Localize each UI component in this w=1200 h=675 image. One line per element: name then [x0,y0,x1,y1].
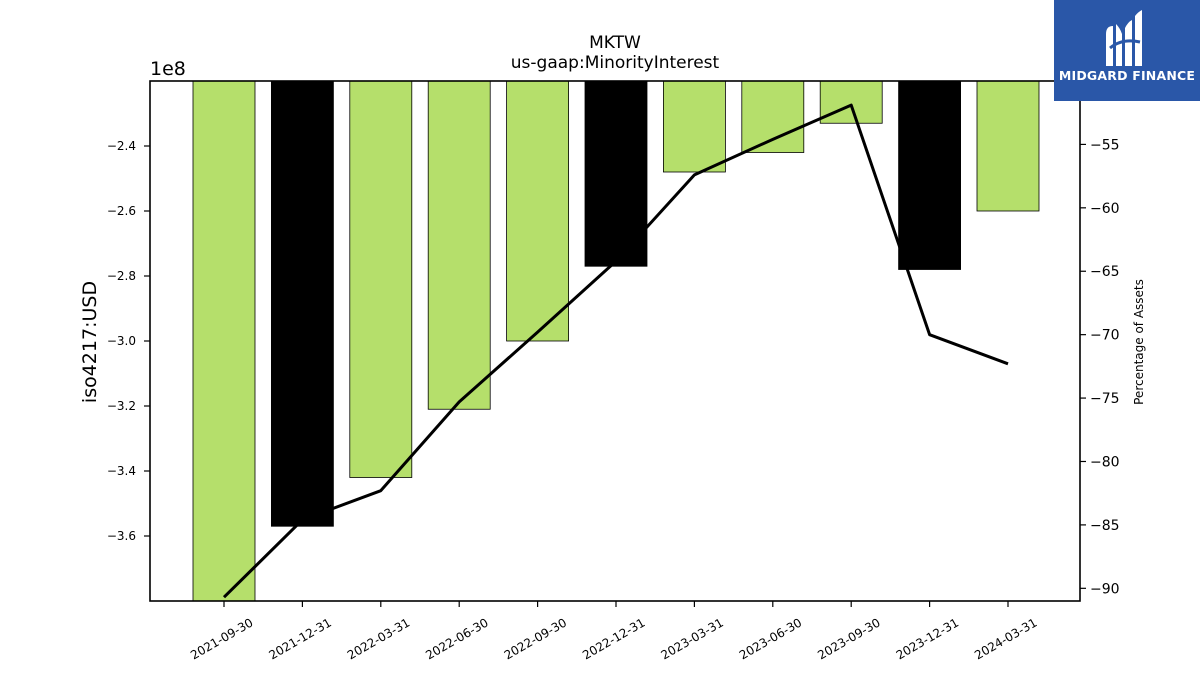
y-right-tick-label: −85 [1090,518,1120,534]
bar [741,80,805,153]
bar [819,80,883,124]
y-tick-label: −2.4 [107,139,136,153]
bar [898,80,961,270]
y-tick-label: −2.8 [107,269,136,283]
x-tick-label: 2022-12-31 [580,615,647,662]
x-tick-label: 2022-03-31 [345,615,412,662]
x-tick-label: 2023-12-31 [894,615,961,662]
brand-logo: MIDGARD FINANCE [1054,0,1200,101]
bar [349,80,413,478]
y-tick-label: −2.6 [107,204,136,218]
x-tick-label: 2023-06-30 [737,615,804,662]
y-right-tick-label: −55 [1090,137,1120,153]
bar [663,80,726,173]
y-right-tick-label: −75 [1090,391,1120,407]
y-right-tick-label: −60 [1090,201,1120,217]
logo-text: MIDGARD FINANCE [1058,68,1196,83]
y-right-tick-label: −65 [1090,264,1120,280]
bar [584,80,648,267]
bar [270,80,334,527]
y-axis-right-label: Percentage of Assets [1132,279,1146,405]
y-axis-label: iso4217:USD [79,281,101,403]
y-tick-label: −3.4 [107,464,136,478]
midgard-logo-icon [1106,10,1142,66]
bar [427,80,491,410]
chart-title: MKTW [589,33,641,53]
y-tick-label: −3.6 [107,529,136,543]
x-tick-label: 2023-09-30 [815,615,882,662]
chart-subtitle: us-gaap:MinorityInterest [511,53,720,73]
series-line [222,103,1009,599]
x-tick-label: 2024-03-31 [972,615,1039,662]
y-right-tick-label: −70 [1090,328,1120,344]
x-tick-label: 2023-03-31 [658,615,725,662]
x-tick-label: 2022-06-30 [423,615,490,662]
x-tick-label: 2021-09-30 [188,615,255,662]
bar [192,80,256,602]
y-tick-label: −3.2 [107,399,136,413]
y-tick-label: −3.0 [107,334,136,348]
bar [506,80,570,342]
y-offset-label: 1e8 [150,58,186,80]
x-tick-label: 2021-12-31 [266,615,333,662]
x-tick-label: 2022-09-30 [502,615,569,662]
bar [976,80,1040,212]
y-right-tick-label: −80 [1090,454,1120,470]
y-right-tick-label: −90 [1090,581,1120,597]
